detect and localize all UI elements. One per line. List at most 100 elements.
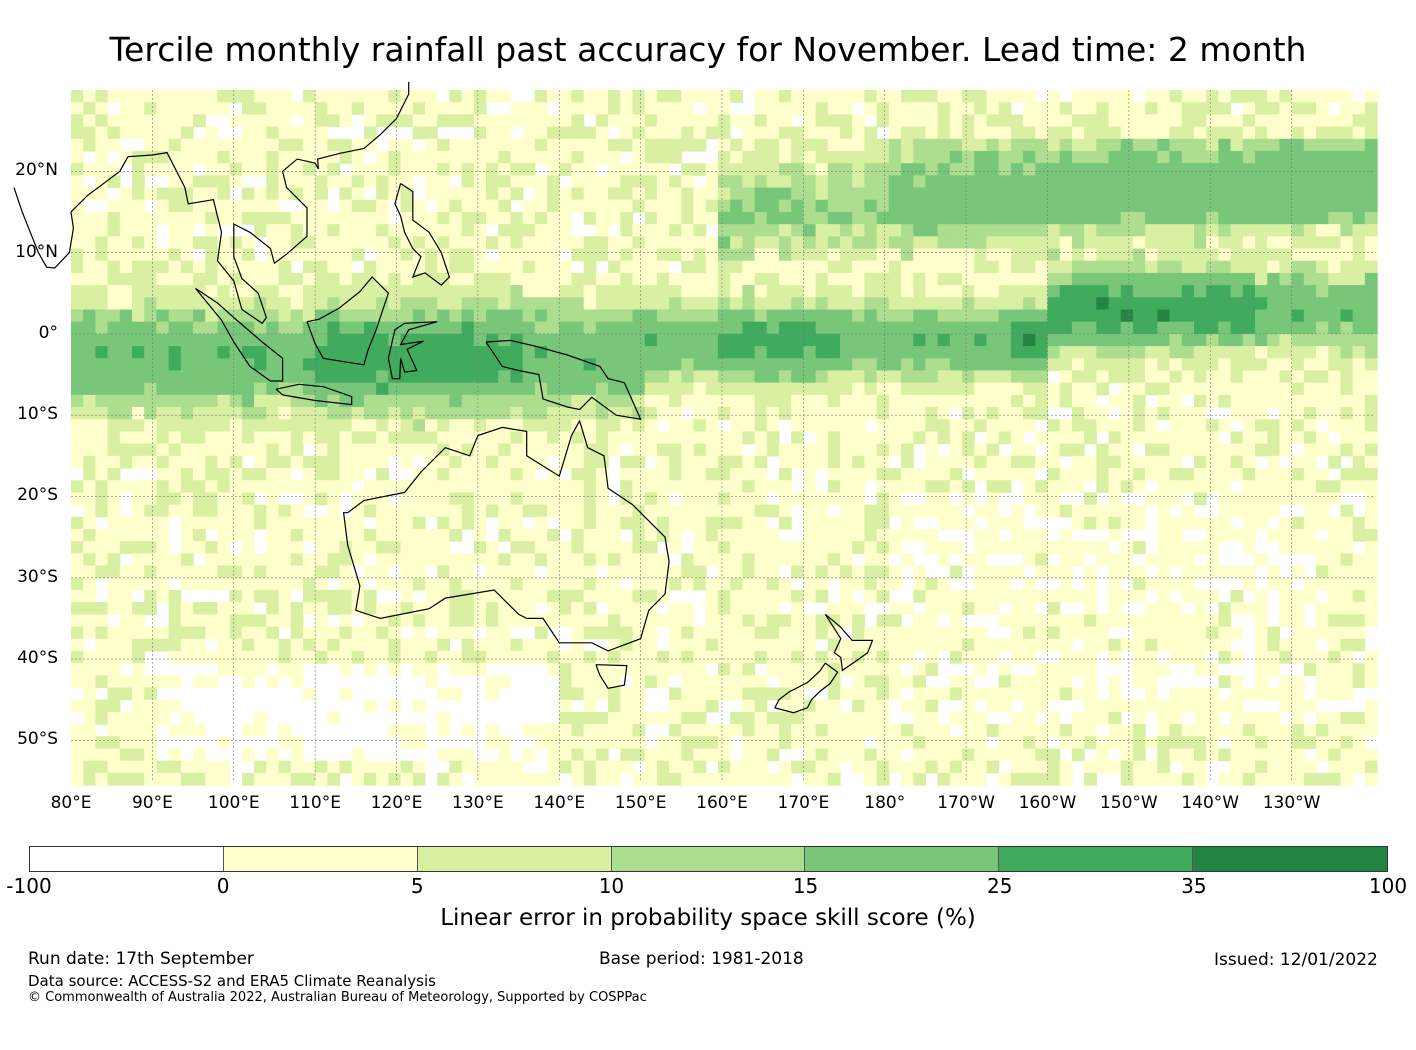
skill-cell	[839, 297, 853, 311]
skill-cell	[839, 102, 853, 115]
skill-cell	[559, 224, 573, 237]
skill-cell	[1132, 346, 1146, 359]
skill-cell	[156, 333, 170, 347]
skill-cell	[107, 297, 121, 311]
skill-cell	[559, 187, 573, 201]
skill-cell	[717, 431, 731, 445]
skill-cell	[778, 504, 792, 518]
skill-cell	[107, 675, 121, 689]
skill-cell	[962, 346, 975, 359]
skill-cell	[888, 297, 902, 311]
skill-cell	[1279, 260, 1293, 274]
skill-cell	[327, 480, 341, 493]
skill-cell	[241, 650, 255, 664]
skill-cell	[1193, 114, 1207, 128]
skill-cell	[827, 443, 841, 457]
skill-cell	[888, 419, 902, 433]
skill-cell	[1035, 541, 1049, 554]
skill-cell	[473, 516, 487, 530]
skill-cell	[681, 138, 695, 152]
skill-cell	[241, 675, 255, 689]
skill-cell	[193, 407, 206, 420]
skill-cell	[620, 565, 634, 579]
skill-cell	[449, 419, 463, 433]
skill-cell	[1023, 468, 1036, 481]
skill-cell	[778, 407, 792, 420]
skill-cell	[424, 102, 438, 115]
skill-cell	[229, 407, 243, 420]
skill-cell	[156, 553, 170, 567]
skill-cell	[1279, 224, 1293, 237]
skill-cell	[1035, 260, 1049, 274]
skill-cell	[229, 468, 243, 481]
skill-cell	[913, 236, 927, 250]
skill-cell	[1023, 236, 1036, 250]
skill-cell	[583, 431, 597, 445]
skill-cell	[620, 248, 634, 262]
skill-cell	[974, 333, 988, 347]
skill-cell	[217, 626, 231, 640]
skill-cell	[315, 163, 328, 176]
skill-cell	[1181, 358, 1195, 372]
skill-cell	[876, 309, 890, 323]
skill-cell	[986, 272, 1000, 286]
skill-cell	[1279, 321, 1293, 335]
skill-cell	[986, 126, 1000, 140]
skill-cell	[681, 382, 695, 396]
skill-cell	[461, 285, 475, 298]
skill-cell	[717, 175, 731, 189]
skill-cell	[681, 333, 695, 347]
skill-cell	[717, 163, 731, 176]
skill-cell	[717, 614, 731, 628]
skill-cell	[766, 358, 780, 372]
skill-cell	[1145, 468, 1158, 481]
skill-cell	[815, 711, 829, 725]
skill-cell	[424, 224, 438, 237]
skill-cell	[1023, 455, 1036, 469]
skill-cell	[473, 163, 487, 176]
skill-cell	[827, 163, 841, 176]
skill-cell	[608, 346, 621, 359]
skill-cell	[583, 407, 597, 420]
skill-cell	[193, 358, 206, 372]
skill-cell	[888, 638, 902, 652]
skill-cell	[974, 297, 988, 311]
skill-cell	[949, 687, 963, 701]
skill-cell	[803, 407, 817, 420]
skill-cell	[1340, 553, 1354, 567]
skill-cell	[534, 236, 548, 250]
skill-cell	[742, 711, 756, 725]
skill-cell	[1059, 382, 1073, 396]
skill-cell	[132, 321, 145, 335]
skill-cell	[803, 297, 817, 311]
skill-cell	[205, 358, 219, 372]
skill-cell	[1218, 394, 1232, 408]
skill-cell	[144, 285, 158, 298]
skill-cell	[302, 528, 316, 542]
skill-cell	[1291, 724, 1305, 737]
skill-cell	[1193, 236, 1207, 250]
skill-cell	[705, 419, 719, 433]
skill-cell	[1145, 175, 1158, 189]
skill-cell	[1303, 589, 1317, 603]
skill-cell	[937, 504, 951, 518]
skill-cell	[266, 358, 280, 372]
skill-cell	[180, 468, 194, 481]
skill-cell	[1181, 175, 1195, 189]
skill-cell	[229, 211, 243, 225]
skill-cell	[205, 321, 219, 335]
skill-cell	[937, 626, 951, 640]
skill-cell	[974, 175, 988, 189]
skill-cell	[473, 358, 487, 372]
skill-cell	[742, 126, 756, 140]
skill-cell	[717, 236, 731, 250]
skill-cell	[754, 553, 768, 567]
skill-cell	[486, 370, 499, 384]
skill-cell	[522, 126, 536, 140]
skill-cell	[1132, 187, 1146, 201]
skill-cell	[486, 553, 499, 567]
skill-cell	[461, 394, 475, 408]
skill-cell	[766, 236, 780, 250]
skill-cell	[974, 528, 988, 542]
skill-cell	[266, 175, 280, 189]
